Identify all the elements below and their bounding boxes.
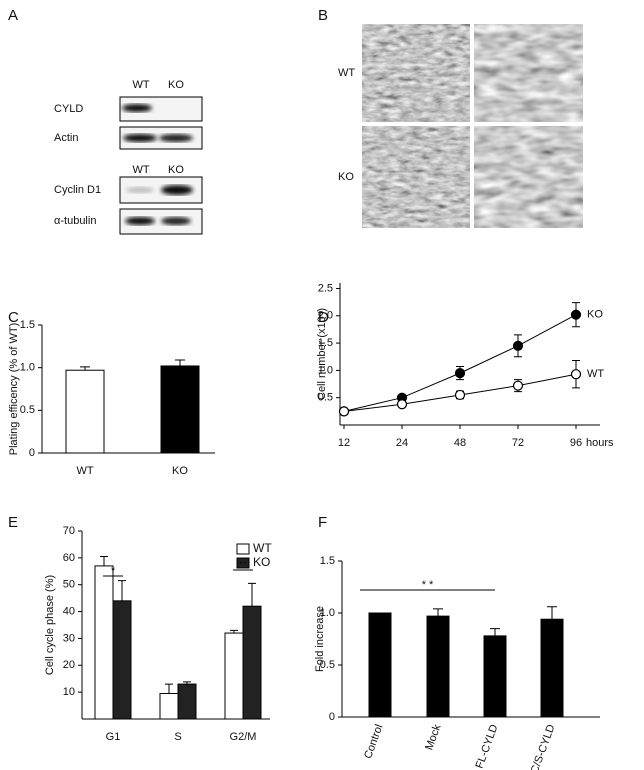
panel-letter: B <box>318 7 328 24</box>
lane-label: WT <box>132 164 149 176</box>
row-label: CYLD <box>54 103 83 115</box>
y-tick-label: 70 <box>63 525 75 537</box>
marker <box>396 399 408 410</box>
error-bar <box>80 366 90 371</box>
y-tick-label: 0 <box>329 711 335 723</box>
x-tick-label: 24 <box>396 437 408 449</box>
x-axis-label: hours <box>586 437 614 449</box>
y-tick-label: 0.5 <box>20 404 35 416</box>
panel-letter: F <box>318 514 327 531</box>
error-bar <box>118 580 126 601</box>
lane-label: KO <box>168 164 184 176</box>
x-tick-label: G1 <box>106 731 121 743</box>
significance-label: ** <box>239 559 248 571</box>
x-tick-label: 12 <box>338 437 350 449</box>
bar <box>224 632 244 720</box>
legend-label: WT <box>253 541 272 555</box>
y-tick-label: 1.0 <box>318 364 333 376</box>
marker <box>570 309 582 320</box>
y-tick-label: 0.5 <box>320 659 335 671</box>
x-tick-label: G2/M <box>230 731 257 743</box>
y-tick-label: 10 <box>63 686 75 698</box>
marker <box>570 369 582 380</box>
bar <box>540 618 564 718</box>
significance-label: * <box>111 565 116 577</box>
x-tick-label: Control <box>362 723 385 760</box>
western-blot <box>119 96 203 235</box>
marker <box>454 389 466 401</box>
x-tick-label: Mock <box>423 722 443 751</box>
error-bar <box>248 582 256 607</box>
legend-swatch <box>236 543 250 555</box>
bar <box>177 683 197 720</box>
bar <box>65 369 105 454</box>
panel-letter: E <box>8 514 18 531</box>
y-axis-label: Fold increase <box>314 606 326 672</box>
bar <box>368 612 392 718</box>
y-tick-label: 2.5 <box>318 282 333 294</box>
marker <box>512 380 524 391</box>
error-bar <box>100 556 108 566</box>
x-tick-label: 48 <box>454 437 466 449</box>
bar <box>160 365 200 454</box>
y-axis-label: Plating efficency (% of WT) <box>8 323 20 455</box>
marker <box>512 340 524 351</box>
y-tick-label: 1.5 <box>20 319 35 331</box>
lane-label: WT <box>132 79 149 91</box>
bar <box>242 605 262 720</box>
error-bar <box>433 608 443 617</box>
y-tick-label: 0 <box>29 447 35 459</box>
y-tick-label: 40 <box>63 605 75 617</box>
marker <box>338 406 350 417</box>
error-bar <box>165 683 173 694</box>
y-tick-label: 60 <box>63 552 75 564</box>
y-tick-label: 20 <box>63 659 75 671</box>
x-tick-label: KO <box>172 465 188 477</box>
legend-swatch <box>236 557 250 569</box>
y-tick-label: 1.0 <box>320 607 335 619</box>
panel-letter: D <box>318 309 329 326</box>
row-label: Actin <box>54 132 78 144</box>
y-tick-label: 30 <box>63 632 75 644</box>
row-label: WT <box>338 67 355 79</box>
series-label: KO <box>587 309 603 321</box>
legend-label: KO <box>253 555 270 569</box>
significance-label: * * <box>422 579 434 591</box>
marker <box>454 368 466 379</box>
y-tick-label: 1.5 <box>320 555 335 567</box>
bar <box>426 615 450 718</box>
bar <box>94 565 114 720</box>
series-label: WT <box>587 368 604 380</box>
row-label: α-tubulin <box>54 215 96 227</box>
bar <box>483 635 507 718</box>
y-tick-label: 2.0 <box>318 310 333 322</box>
y-tick-label: 1.0 <box>20 362 35 374</box>
error-bar <box>175 359 185 366</box>
row-label: KO <box>338 171 354 183</box>
x-tick-label: C/S-CYLD <box>529 723 558 770</box>
panel-letter: C <box>8 309 19 326</box>
panel-letter: A <box>8 7 18 24</box>
y-axis-label: Cell cycle phase (%) <box>44 575 56 675</box>
y-tick-label: 1.5 <box>318 337 333 349</box>
error-bar <box>547 606 557 620</box>
error-bar <box>490 628 500 636</box>
x-tick-label: 96 <box>570 437 582 449</box>
x-tick-label: S <box>174 731 181 743</box>
bar <box>112 600 132 720</box>
y-tick-label: 50 <box>63 579 75 591</box>
bar <box>159 692 179 720</box>
y-axis-label: Cell number (x10⁵) <box>316 308 328 400</box>
x-tick-label: WT <box>76 465 93 477</box>
x-tick-label: FL-CYLD <box>474 723 501 770</box>
lane-label: KO <box>168 79 184 91</box>
x-tick-label: 72 <box>512 437 524 449</box>
row-label: Cyclin D1 <box>54 184 101 196</box>
micrographs <box>362 24 583 228</box>
y-tick-label: 0.5 <box>318 392 333 404</box>
